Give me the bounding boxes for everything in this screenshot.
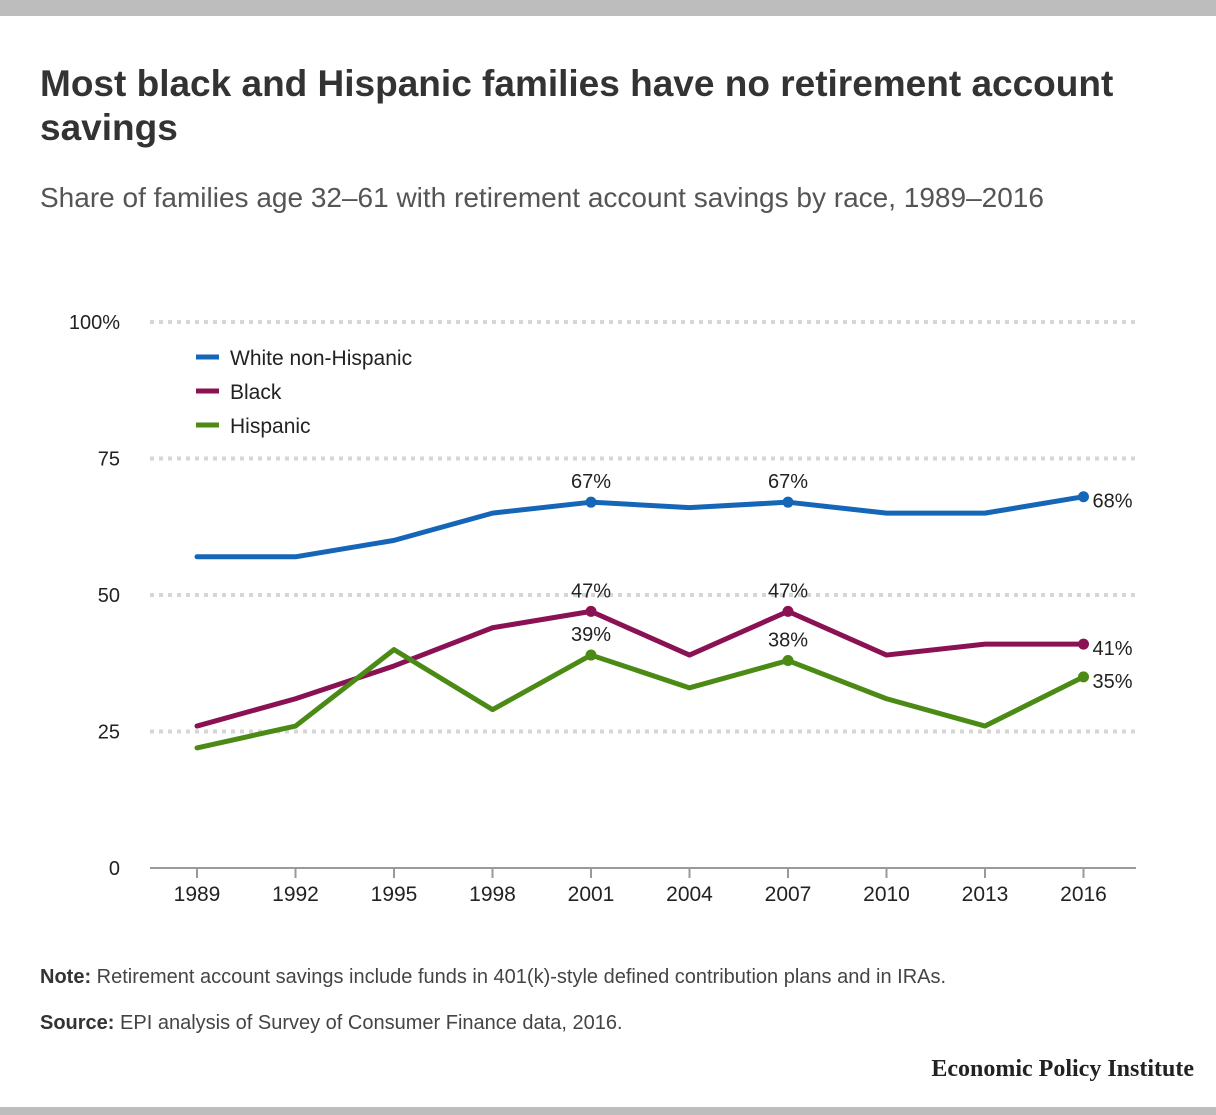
y-tick-label: 75	[98, 449, 120, 471]
data-point	[585, 605, 597, 617]
data-label: 67%	[571, 471, 611, 493]
data-point	[1078, 491, 1089, 503]
series-line-hispanic	[194, 647, 1086, 751]
x-tick-label: 2016	[1060, 883, 1107, 906]
data-label: 47%	[571, 580, 611, 602]
data-point	[585, 496, 597, 508]
series-line-black	[194, 608, 1086, 729]
data-point	[782, 496, 794, 508]
epi-logo: Economic Policy Institute	[931, 1056, 1194, 1082]
chart-note: Note: Retirement account savings include…	[40, 962, 1190, 992]
note-label: Note:	[40, 966, 92, 988]
series-line-white-non-hispanic	[194, 494, 1086, 560]
x-tick-label: 1989	[174, 883, 221, 906]
chart-source: Source: EPI analysis of Survey of Consum…	[40, 1008, 1190, 1038]
y-tick-label: 100%	[69, 312, 120, 334]
data-label: 38%	[768, 630, 808, 652]
x-tick-label: 2001	[568, 883, 615, 906]
x-tick-label: 2013	[962, 883, 1009, 906]
y-tick-label: 0	[109, 858, 120, 880]
chart-title: Most black and Hispanic families have no…	[40, 63, 1114, 148]
x-tick-label: 2010	[863, 883, 910, 906]
data-label: 68%	[1093, 491, 1133, 513]
note-text: Retirement account savings include funds…	[96, 966, 947, 988]
data-label: 41%	[1093, 638, 1133, 660]
chart-subtitle: Share of families age 32–61 with retirem…	[40, 182, 1044, 213]
x-tick-label: 1995	[371, 883, 418, 906]
data-label: 39%	[571, 624, 611, 646]
top-border	[0, 0, 1216, 16]
x-tick-label: 1992	[272, 883, 319, 906]
data-point	[1078, 671, 1089, 683]
y-tick-label: 25	[98, 722, 120, 744]
data-point	[585, 649, 597, 661]
y-tick-label: 50	[98, 585, 120, 607]
x-tick-label: 2007	[765, 883, 812, 906]
legend-label: Black	[230, 381, 282, 404]
data-label: 47%	[768, 580, 808, 602]
legend-label: White non-Hispanic	[230, 347, 412, 370]
x-tick-label: 1998	[469, 883, 516, 906]
data-point	[782, 605, 794, 617]
data-point	[782, 655, 794, 667]
data-label: 67%	[768, 471, 808, 493]
source-text: EPI analysis of Survey of Consumer Finan…	[120, 1012, 623, 1034]
line-chart: 0 25 50 75 100% 1989 1992 1995 1998 2001 2004 2007 2…	[69, 312, 1136, 906]
legend-label: Hispanic	[230, 415, 311, 438]
source-label: Source:	[40, 1012, 115, 1034]
bottom-border	[0, 1107, 1216, 1115]
data-point	[1078, 638, 1089, 650]
x-tick-label: 2004	[666, 883, 713, 906]
data-label: 35%	[1093, 671, 1133, 693]
